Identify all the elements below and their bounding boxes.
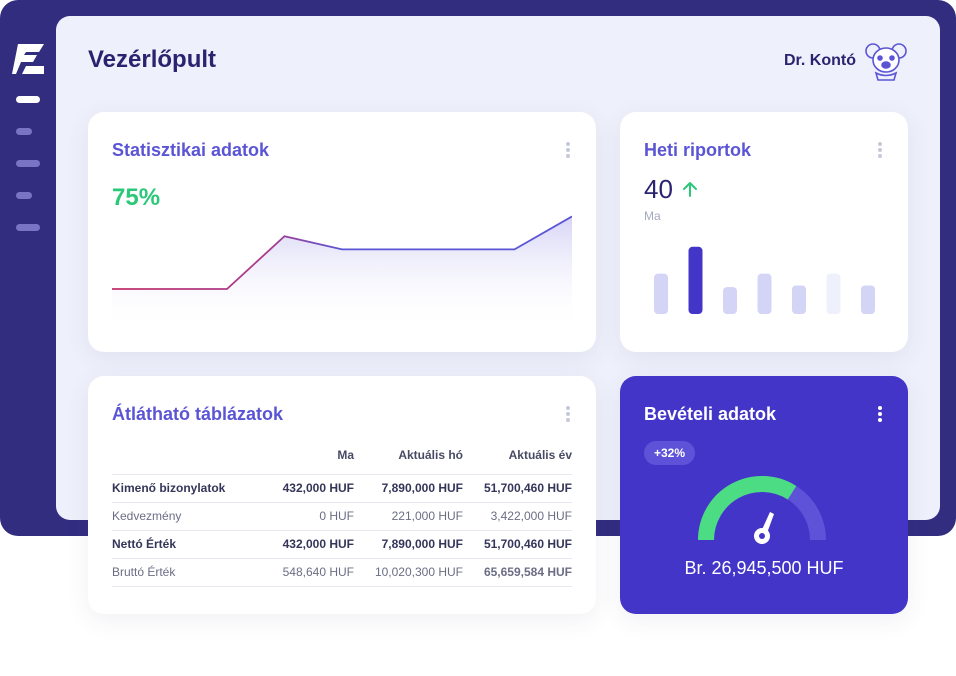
weekly-bar — [723, 287, 737, 314]
stats-card: Statisztikai adatok 75% — [88, 112, 596, 352]
weekly-bar — [861, 285, 875, 314]
arrow-up-icon — [683, 182, 697, 197]
table-header-today: Ma — [272, 448, 354, 475]
table-header-label — [112, 448, 272, 475]
table-kebab-menu-icon[interactable] — [566, 406, 572, 422]
table-header-row: Ma Aktuális hó Aktuális év — [112, 448, 572, 475]
weekly-value: 40 — [644, 174, 673, 204]
weekly-card: Heti riportok 40 Ma — [620, 112, 908, 352]
weekly-kebab-menu-icon[interactable] — [878, 142, 884, 158]
nav-item-3[interactable] — [16, 160, 40, 167]
revenue-kebab-menu-icon[interactable] — [878, 406, 884, 422]
cell-today: 432,000 HUF — [272, 474, 354, 503]
table-row: Nettó Érték 432,000 HUF 7,890,000 HUF 51… — [112, 530, 572, 559]
cell-today: 548,640 HUF — [272, 558, 354, 587]
revenue-card-title: Bevételi adatok — [644, 404, 777, 424]
weekly-card-title: Heti riportok — [644, 140, 752, 160]
cell-month: 221,000 HUF — [354, 502, 463, 531]
cell-month: 7,890,000 HUF — [354, 474, 463, 503]
weekly-bar — [688, 246, 703, 314]
line-chart-series — [112, 215, 572, 290]
stats-percent: 75% — [112, 184, 161, 211]
table-header-year: Aktuális év — [463, 448, 572, 475]
table-row: Bruttó Érték 548,640 HUF 10,020,300 HUF … — [112, 558, 572, 587]
nav-item-4[interactable] — [16, 192, 32, 199]
row-label: Kimenő bizonylatok — [112, 474, 272, 503]
weekly-bar — [826, 273, 841, 314]
gauge-fill — [698, 476, 797, 541]
weekly-bar — [792, 285, 806, 314]
page-title: Vezérlőpult — [88, 46, 217, 73]
weekly-period: Ma — [644, 209, 661, 223]
weekly-bar — [757, 273, 772, 314]
revenue-gauge — [698, 476, 826, 544]
cell-year: 51,700,460 HUF — [463, 474, 572, 503]
cell-year: 3,422,000 HUF — [463, 502, 572, 531]
cell-month: 7,890,000 HUF — [354, 530, 463, 559]
table-card: Átlátható táblázatok Ma Aktuális hó Aktu… — [88, 376, 596, 614]
nav-item-2[interactable] — [16, 128, 32, 135]
stats-card-title: Statisztikai adatok — [112, 140, 270, 160]
row-label: Nettó Érték — [112, 530, 272, 559]
line-chart-area — [112, 216, 572, 332]
cell-month: 10,020,300 HUF — [354, 558, 463, 587]
revenue-growth-badge: +32% — [644, 441, 696, 465]
table-header-month: Aktuális hó — [354, 448, 463, 475]
revenue-card: Bevételi adatok +32% Br. 26,945,500 HUF — [620, 376, 908, 614]
stats-line-chart — [112, 215, 572, 332]
logo-icon[interactable] — [12, 44, 44, 74]
koala-avatar-icon[interactable] — [864, 40, 908, 82]
row-label: Kedvezmény — [112, 502, 272, 531]
revenue-amount: Br. 26,945,500 HUF — [684, 558, 844, 578]
table-row: Kimenő bizonylatok 432,000 HUF 7,890,000… — [112, 474, 572, 503]
cell-year: 51,700,460 HUF — [463, 530, 572, 559]
stats-kebab-menu-icon[interactable] — [566, 142, 572, 158]
user-name[interactable]: Dr. Kontó — [784, 52, 856, 69]
cell-today: 0 HUF — [272, 502, 354, 531]
data-table: Ma Aktuális hó Aktuális év Kimenő bizony… — [112, 448, 572, 587]
weekly-bar — [654, 273, 668, 314]
cell-year-highlight: 65,659,584 HUF — [463, 558, 572, 587]
table-card-title: Átlátható táblázatok — [112, 404, 284, 424]
weekly-bar-chart — [654, 246, 875, 314]
cell-today: 432,000 HUF — [272, 530, 354, 559]
nav-item-5[interactable] — [16, 224, 40, 231]
nav-item-dashboard[interactable] — [16, 96, 40, 103]
gauge-needle — [754, 512, 774, 544]
table-row: Kedvezmény 0 HUF 221,000 HUF 3,422,000 H… — [112, 502, 572, 531]
row-label: Bruttó Érték — [112, 558, 272, 587]
